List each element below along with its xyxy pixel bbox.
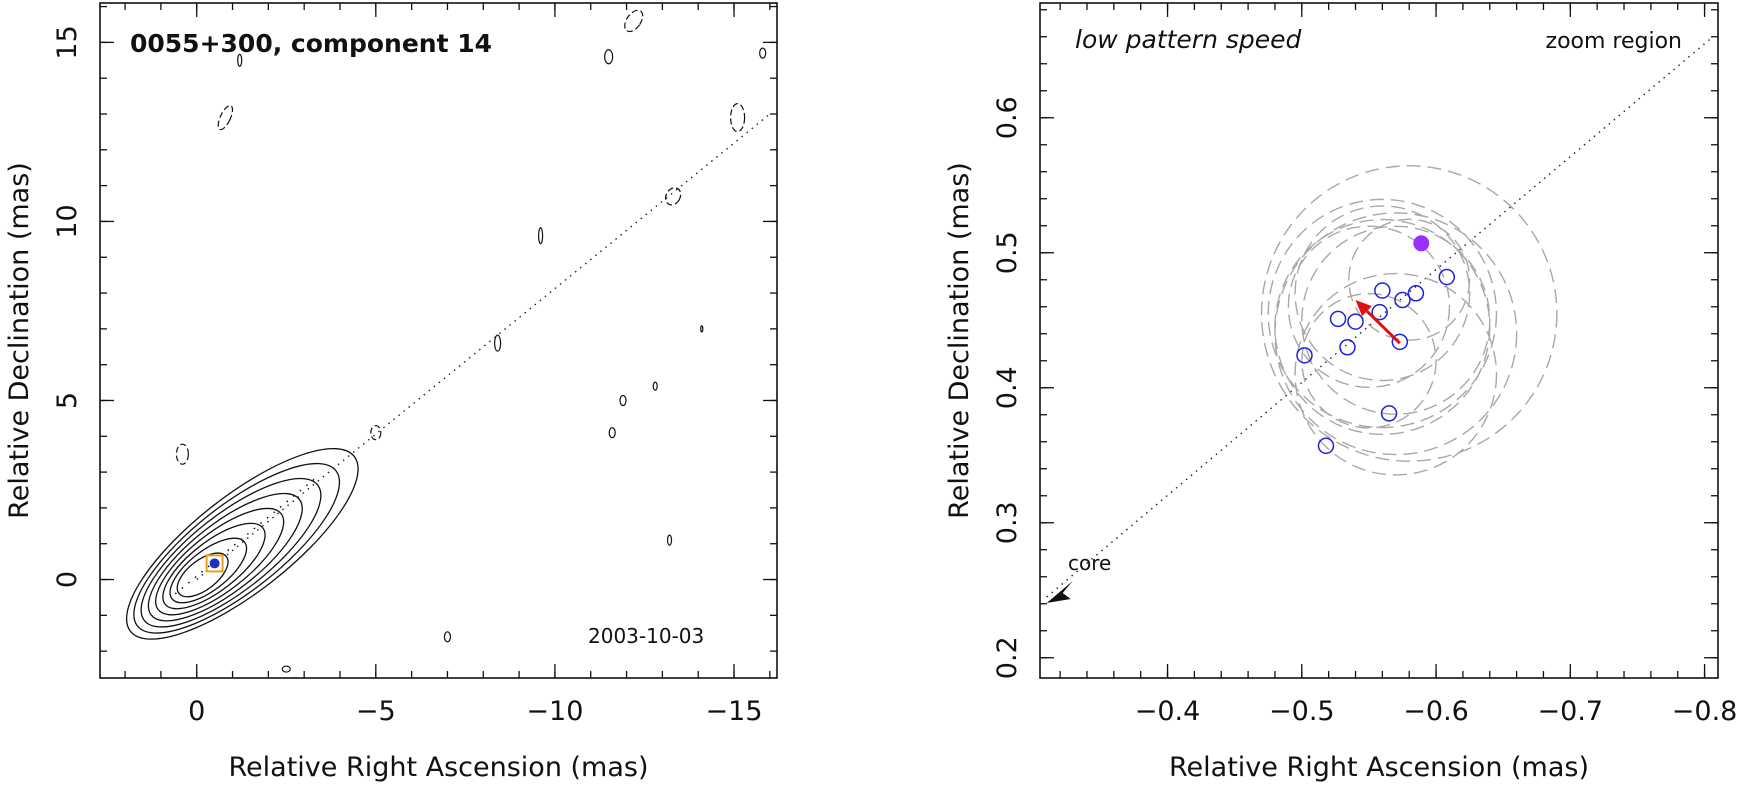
uncertainty-circle: [1262, 166, 1557, 461]
y-tick-label: 15: [52, 25, 83, 59]
noise-contour: [282, 666, 290, 672]
contour-level: [101, 419, 384, 669]
jet-axis-line: [197, 114, 770, 580]
uncertainty-circle: [1295, 206, 1470, 381]
noise-contour: [444, 632, 450, 642]
noise-contour: [176, 444, 188, 464]
noise-contour: [539, 228, 543, 244]
y-tick-label: 5: [52, 392, 83, 409]
noise-contour: [605, 50, 613, 64]
position-point: [1340, 340, 1355, 355]
core-label: core: [1068, 551, 1111, 575]
left-panel-title: 0055+300, component 14: [130, 29, 492, 58]
position-point: [1318, 438, 1333, 453]
noise-contour: [371, 426, 381, 440]
x-tick-label: 0: [188, 696, 205, 727]
mean-position-point: [1413, 235, 1429, 251]
contour-level: [111, 437, 363, 660]
right-panel-frame: [1040, 3, 1718, 678]
left-panel-plot-area: [101, 7, 770, 672]
component-marker-dot: [210, 558, 220, 568]
position-point: [1408, 286, 1423, 301]
noise-contour: [621, 7, 646, 35]
y-tick-label: 0.2: [992, 636, 1023, 679]
noise-contour: [215, 104, 235, 132]
right-panel-plot-area: [1047, 38, 1712, 603]
noise-contour: [495, 335, 501, 351]
x-tick-label: −0.6: [1403, 696, 1469, 727]
left-panel-ticks: 0 −5 −10 −15 0 5 10 15: [52, 3, 777, 727]
position-point: [1439, 270, 1454, 285]
left-panel: 0 −5 −10 −15 0 5 10 15 0055+300, component 14 2…: [4, 3, 777, 783]
x-tick-label: −15: [706, 696, 763, 727]
noise-contour: [701, 326, 703, 332]
x-tick-label: −0.7: [1538, 696, 1604, 727]
right-panel-ticks: −0.4 −0.5 −0.6 −0.7 −0.8 0.2 0.3 0.4 0.5 0.6: [992, 3, 1737, 727]
y-tick-label: 0.6: [992, 96, 1023, 139]
position-point: [1375, 283, 1390, 298]
right-panel-title: low pattern speed: [1075, 25, 1302, 54]
x-tick-label: −5: [356, 696, 396, 727]
y-tick-label: 0.5: [992, 231, 1023, 274]
y-tick-label: 10: [52, 204, 83, 238]
position-point: [1331, 311, 1346, 326]
y-tick-label: 0.3: [992, 501, 1023, 544]
x-tick-label: −10: [526, 696, 583, 727]
left-panel-frame: [100, 3, 777, 678]
noise-contour: [609, 428, 615, 438]
noise-contour: [663, 185, 684, 208]
left-panel-y-axis-label: Relative Declination (mas): [4, 162, 35, 519]
left-panel-x-axis-label: Relative Right Ascension (mas): [228, 752, 648, 783]
right-panel-x-axis-label: Relative Right Ascension (mas): [1169, 752, 1589, 783]
x-tick-label: −0.8: [1672, 696, 1738, 727]
x-tick-label: −0.4: [1135, 696, 1201, 727]
noise-contour: [668, 535, 672, 545]
observation-date-label: 2003-10-03: [588, 624, 704, 648]
noise-contour: [653, 382, 657, 390]
core-direction-arrow: [1047, 581, 1073, 603]
y-tick-label: 0: [52, 571, 83, 588]
zoom-region-label: zoom region: [1546, 29, 1682, 54]
position-point: [1348, 314, 1363, 329]
y-tick-label: 0.4: [992, 366, 1023, 409]
x-tick-label: −0.5: [1269, 696, 1335, 727]
right-panel: −0.4 −0.5 −0.6 −0.7 −0.8 0.2 0.3 0.4 0.5 0.6 low …: [944, 3, 1737, 783]
jet-axis-line: [1047, 38, 1712, 597]
contour-level: [121, 455, 342, 651]
uncertainty-circle: [1275, 213, 1517, 455]
noise-contour: [760, 48, 766, 58]
right-panel-y-axis-label: Relative Declination (mas): [944, 162, 975, 519]
noise-contour: [620, 395, 626, 405]
noise-contour: [731, 104, 745, 132]
